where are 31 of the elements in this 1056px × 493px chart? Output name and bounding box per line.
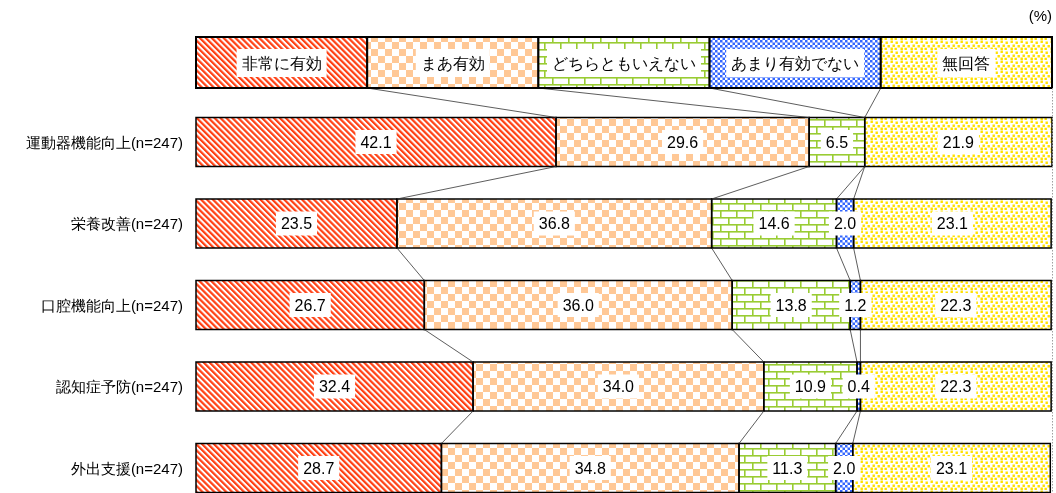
data-label: 22.3 [940,378,972,395]
text: (%) [1028,7,1052,24]
data-label: 28.7 [303,459,335,477]
data-label: 23.1 [935,459,968,477]
data-label: 1.2 [844,296,867,314]
data-label: 6.5 [825,133,849,151]
data-label: 2.0 [833,215,857,232]
y-tick-label: 運動器機能向上(n=247) [25,133,183,151]
data-label: 36.8 [538,215,570,232]
y-tick-label: 栄養改善(n=247) [70,215,183,232]
data-label: 26.7 [294,296,326,314]
y-tick-label: 認知症予防(n=247) [55,378,183,395]
data-label: 34.0 [602,378,635,395]
data-label: 10.9 [794,378,827,395]
y-tick-label: 口腔機能向上(n=247) [40,296,183,314]
data-label: 0.4 [847,378,870,395]
data-label: 32.4 [318,378,351,395]
data-label: 21.9 [942,133,975,151]
data-label: 13.8 [775,296,807,314]
data-label: 29.6 [667,133,699,151]
data-label: 34.8 [574,459,606,477]
data-label: 11.3 [772,459,803,477]
y-tick-label: 外出支援(n=247) [70,459,183,477]
data-label: 14.6 [758,215,790,232]
data-label: 22.3 [940,296,972,314]
data-label: 23.1 [936,215,969,232]
data-label: 42.1 [360,133,392,151]
data-label: 23.5 [280,215,313,232]
data-label: 2.0 [833,459,856,477]
data-label: 36.0 [562,296,594,314]
legend: 非常に有効 まあ有効 どちらともいえない あまり有効でない 無回答 [195,36,1053,89]
